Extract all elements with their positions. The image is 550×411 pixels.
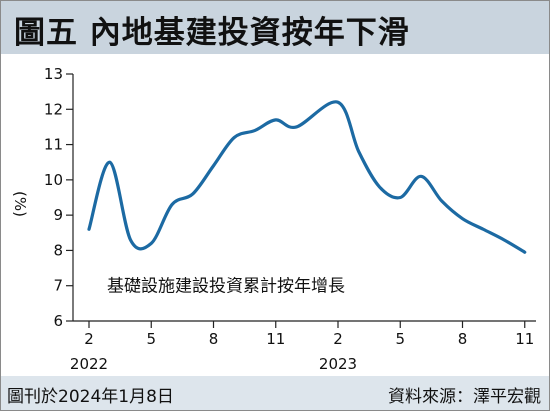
x-tick-label: 11 [515,330,534,348]
footer: 圖刊於2024年1月8日 資料來源：澤平宏觀 [1,376,549,410]
y-tick-label: 9 [53,206,63,224]
x-tick-label: 11 [266,330,285,348]
series-group [87,100,527,254]
data-source: 資料來源：澤平宏觀 [388,387,541,407]
chart-title: 圖五 內地基建投資按年下滑 [14,15,410,51]
y-tick-label: 10 [44,171,63,189]
x-ticks: 2 5 8 11 2 5 8 11 2022 2023 [70,321,534,373]
y-axis-label: (%) [11,191,29,217]
x-tick-label: 5 [395,330,405,348]
series-line [87,100,527,254]
x-tick-label: 8 [209,330,219,348]
line-chart: 6 7 8 9 10 11 12 13 2 5 8 11 2 5 8 11 2022 2023 (%) 基礎設施… [11,65,536,373]
y-tick-label: 7 [53,277,63,295]
y-tick-label: 6 [53,312,63,330]
series-annotation: 基礎設施建設投資累計按年增長 [107,277,345,297]
y-tick-label: 12 [44,100,63,118]
x-tick-label: 5 [146,330,156,348]
x-tick-label: 8 [458,330,468,348]
x-tick-label: 2 [333,330,343,348]
x-tick-label: 2 [84,330,94,348]
y-tick-label: 8 [53,241,63,259]
x-year-label: 2022 [70,355,108,373]
y-tick-label: 11 [44,136,63,154]
y-tick-label: 13 [44,65,63,83]
axes [72,74,536,322]
publication-date: 圖刊於2024年1月8日 [7,387,174,407]
y-ticks: 6 7 8 9 10 11 12 13 [44,65,73,330]
title-bar: 圖五 內地基建投資按年下滑 [1,1,549,54]
x-year-label: 2023 [319,355,357,373]
